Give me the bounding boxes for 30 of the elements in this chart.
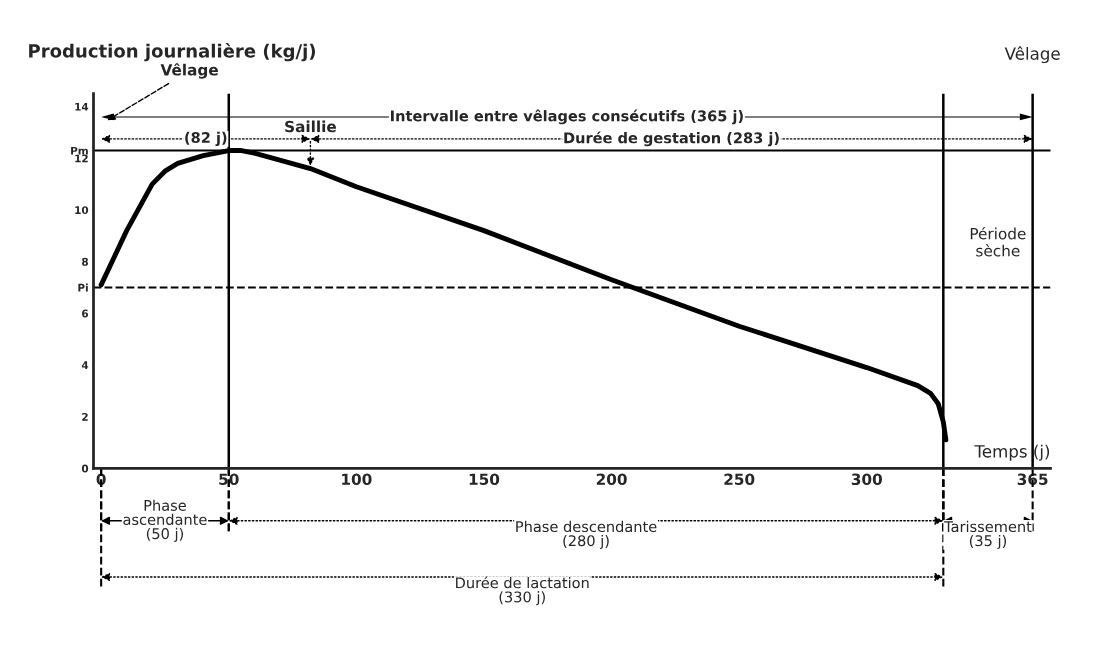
x-tick-label: 250 bbox=[724, 473, 755, 486]
y-axis-title: Production journalière (kg/j) bbox=[29, 43, 315, 62]
x-tick-label: 365 bbox=[1017, 473, 1048, 486]
x-tick-label: 100 bbox=[342, 473, 372, 486]
y-tick-label: 2 bbox=[82, 412, 88, 421]
y-tick-label: 12 bbox=[75, 154, 88, 163]
x-tick-label: 300 bbox=[851, 473, 882, 486]
y-tick-label: 0 bbox=[81, 464, 89, 473]
y-tick-label: Pi bbox=[78, 283, 88, 292]
annotation: Période sèche bbox=[970, 226, 1026, 257]
annotation: Saillie bbox=[285, 120, 336, 133]
x-tick-label: 50 bbox=[219, 473, 239, 486]
y-tick-label: 8 bbox=[82, 257, 88, 266]
annotation: (82 j) bbox=[185, 131, 227, 146]
text: Phase ascendante (50 j) bbox=[123, 499, 207, 542]
text: Tarissement (35 j) bbox=[944, 520, 1032, 550]
y-tick-label: 14 bbox=[75, 102, 89, 111]
annotation: Durée de gestation (283 j) bbox=[564, 131, 779, 147]
x-axis-title: Temps (j) bbox=[974, 444, 1050, 461]
annotation: Intervalle entre vêlages consécutifs (365 j) bbox=[391, 109, 743, 125]
text: Vêlage bbox=[160, 63, 218, 79]
text: Phase descendante (280 j) bbox=[516, 520, 657, 550]
text: Durée de lactation (330 j) bbox=[456, 576, 589, 606]
y-tick-label: 4 bbox=[81, 361, 89, 369]
x-tick-label: 200 bbox=[596, 473, 627, 486]
y-tick-label: 6 bbox=[82, 309, 89, 318]
y-tick-label: Pm bbox=[71, 146, 88, 155]
x-tick-label: 150 bbox=[469, 473, 500, 486]
ref-line-label: Vêlage bbox=[1004, 46, 1060, 64]
y-tick-label: 10 bbox=[75, 206, 89, 215]
